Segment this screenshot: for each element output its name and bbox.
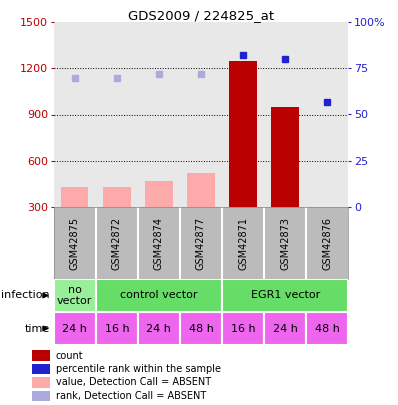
Text: infection: infection xyxy=(1,290,50,301)
Bar xyxy=(32,364,50,374)
Text: 48 h: 48 h xyxy=(315,324,339,333)
Text: GSM42877: GSM42877 xyxy=(196,216,206,270)
Text: GSM42874: GSM42874 xyxy=(154,217,164,269)
Bar xyxy=(306,312,348,345)
Bar xyxy=(32,350,50,361)
Text: GSM42876: GSM42876 xyxy=(322,217,332,269)
Text: GSM42872: GSM42872 xyxy=(112,216,122,270)
Text: 48 h: 48 h xyxy=(189,324,213,333)
Text: 16 h: 16 h xyxy=(231,324,256,333)
Bar xyxy=(32,390,50,401)
Bar xyxy=(264,312,306,345)
Bar xyxy=(180,312,222,345)
Bar xyxy=(54,279,96,312)
Text: percentile rank within the sample: percentile rank within the sample xyxy=(56,364,221,374)
Text: 24 h: 24 h xyxy=(62,324,87,333)
Text: time: time xyxy=(25,324,50,333)
Bar xyxy=(96,312,138,345)
Text: control vector: control vector xyxy=(120,290,198,301)
Text: 16 h: 16 h xyxy=(105,324,129,333)
Bar xyxy=(103,187,131,207)
Bar xyxy=(271,107,299,207)
Title: GDS2009 / 224825_at: GDS2009 / 224825_at xyxy=(128,9,274,22)
Bar xyxy=(32,377,50,388)
Text: value, Detection Call = ABSENT: value, Detection Call = ABSENT xyxy=(56,377,211,387)
Bar xyxy=(314,207,341,212)
Text: 24 h: 24 h xyxy=(146,324,172,333)
Text: rank, Detection Call = ABSENT: rank, Detection Call = ABSENT xyxy=(56,391,206,401)
Bar xyxy=(222,279,348,312)
Bar xyxy=(145,181,173,207)
Text: count: count xyxy=(56,351,83,361)
Text: GSM42875: GSM42875 xyxy=(70,216,80,270)
Text: GSM42873: GSM42873 xyxy=(280,217,290,269)
Bar xyxy=(138,312,180,345)
Bar xyxy=(54,312,96,345)
Text: 24 h: 24 h xyxy=(273,324,298,333)
Text: GSM42871: GSM42871 xyxy=(238,217,248,269)
Text: no
vector: no vector xyxy=(57,285,92,306)
Bar xyxy=(96,279,222,312)
Bar xyxy=(187,173,215,207)
Bar xyxy=(222,312,264,345)
Bar xyxy=(229,60,257,207)
Text: EGR1 vector: EGR1 vector xyxy=(250,290,320,301)
Bar xyxy=(61,187,88,207)
